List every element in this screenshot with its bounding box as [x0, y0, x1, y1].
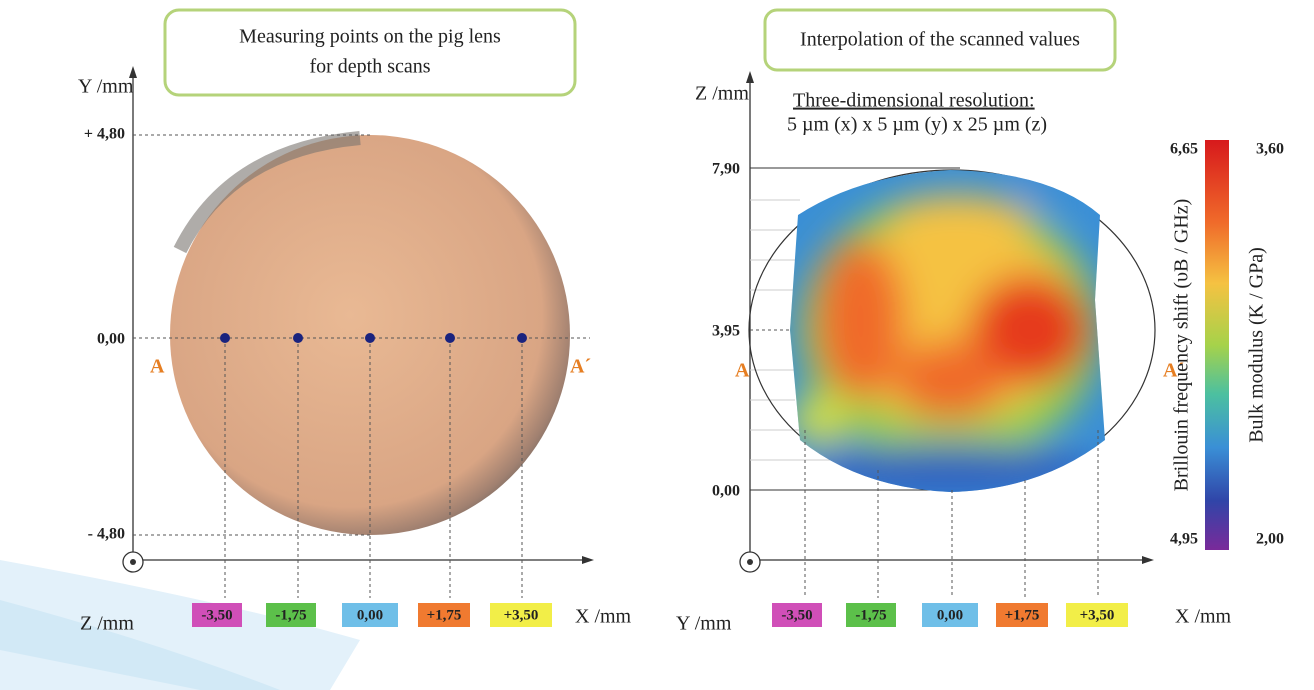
- box-label: +3,50: [504, 607, 539, 623]
- point: [220, 333, 230, 343]
- resolution-heading: Three-dimensional resolution:: [793, 90, 1035, 112]
- marker-a-prime: A´: [570, 356, 591, 378]
- heatmap: [780, 160, 1120, 500]
- y-tick-label: - 4,80: [88, 526, 125, 543]
- box-label: -1,75: [855, 607, 886, 623]
- box-label: 0,00: [357, 607, 383, 623]
- box-label: +3,50: [1080, 607, 1115, 623]
- arrow: [129, 66, 137, 78]
- point: [445, 333, 455, 343]
- marker-a: A: [735, 360, 750, 382]
- colorbar-tick: 4,95: [1170, 531, 1198, 548]
- point: [517, 333, 527, 343]
- title-line: for depth scans: [309, 56, 430, 78]
- z-tick-label: 7,90: [712, 161, 740, 178]
- axis-label: X /mm: [1175, 606, 1232, 628]
- axis-label: Z /mm: [80, 613, 134, 635]
- z-tick-label: 0,00: [712, 483, 740, 500]
- colorbar-label: Bulk modulus (K / GPa): [1246, 247, 1268, 443]
- arrow: [582, 556, 594, 564]
- title: Interpolation of the scanned values: [800, 29, 1080, 51]
- point: [365, 333, 375, 343]
- point: [293, 333, 303, 343]
- z-tick-label: 3,95: [712, 323, 740, 340]
- colorbar: [1205, 140, 1229, 550]
- origin-dot: [130, 559, 136, 565]
- marker-a: A: [150, 356, 165, 378]
- resolution: 5 µm (x) x 5 µm (y) x 25 µm (z): [787, 114, 1047, 136]
- axis-label: Z /mm: [695, 83, 749, 105]
- title-line: Measuring points on the pig lens: [239, 26, 501, 48]
- box-label: 0,00: [937, 607, 963, 623]
- axis-label: Y /mm: [676, 613, 732, 635]
- colorbar-tick: 6,65: [1170, 141, 1198, 158]
- colorbar-tick: 3,60: [1256, 141, 1284, 158]
- title-box: [165, 10, 575, 95]
- box-label: +1,75: [427, 607, 462, 623]
- arrow: [1142, 556, 1154, 564]
- axis-label: X /mm: [575, 606, 632, 628]
- y-tick-label: + 4,80: [84, 126, 125, 143]
- arrow: [746, 71, 754, 83]
- box-label: -3,50: [201, 607, 232, 623]
- box-label: +1,75: [1005, 607, 1040, 623]
- origin-dot: [747, 559, 753, 565]
- y-tick-label: 0,00: [97, 331, 125, 348]
- colorbar-label: Brillouin frequency shift (υB / GHz): [1171, 199, 1193, 492]
- colorbar-tick: 2,00: [1256, 531, 1284, 548]
- box-label: -3,50: [781, 607, 812, 623]
- figure: Measuring points on the pig lens for dep…: [0, 0, 1314, 690]
- box-label: -1,75: [275, 607, 306, 623]
- position-boxes: -3,50 -1,75 0,00 +1,75 +3,50: [772, 603, 1128, 627]
- axis-label: Y /mm: [78, 76, 134, 98]
